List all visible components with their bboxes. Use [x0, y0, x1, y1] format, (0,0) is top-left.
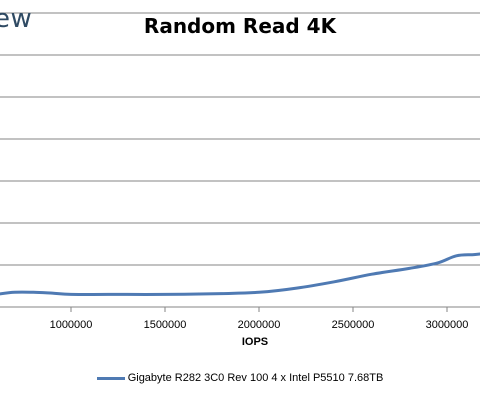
- x-tick-label: 1500000: [144, 319, 187, 331]
- brand-logo-fragment: ew: [0, 4, 33, 34]
- series-line-1: [0, 252, 480, 296]
- x-tick-label: 1000000: [50, 319, 93, 331]
- x-tick-labels: 1000000 1500000 2000000 2500000 3000000: [50, 319, 469, 331]
- legend-label: Gigabyte R282 3C0 Rev 100 4 x Intel P551…: [127, 372, 384, 384]
- series-layer: [0, 252, 480, 296]
- x-axis-title: IOPS: [241, 336, 269, 348]
- x-tick-label: 2000000: [238, 319, 281, 331]
- chart-title: Random Read 4K: [143, 14, 337, 38]
- legend-swatch: [96, 376, 125, 380]
- x-axis: [0, 306, 480, 312]
- x-tick-label: 3000000: [426, 319, 469, 331]
- gridlines: [0, 12, 480, 266]
- x-tick-label: 2500000: [332, 319, 375, 331]
- legend: Gigabyte R282 3C0 Rev 100 4 x Intel P551…: [0, 372, 480, 384]
